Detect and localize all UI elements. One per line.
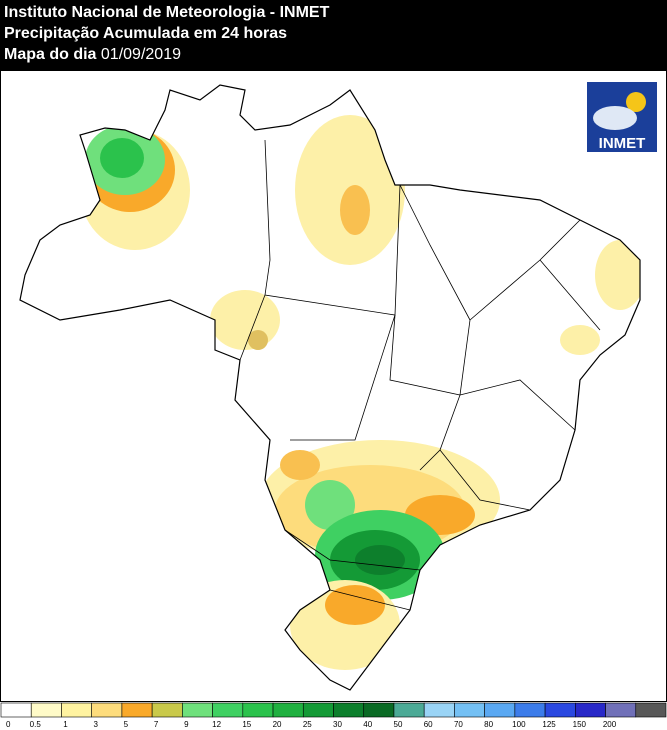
legend-swatch [61,702,92,718]
precipitation [80,115,640,670]
logo-sun [626,92,646,112]
legend-swatch [575,702,606,718]
legend-swatch [242,702,274,718]
legend-swatch [423,702,455,718]
legend-label: 40 [363,720,372,729]
legend-swatch [91,702,123,718]
legend-swatch [182,702,213,718]
legend-swatch [514,702,546,718]
logo-text: INMET [599,135,646,152]
legend-label: 30 [333,720,342,729]
legend-swatch [544,702,576,718]
legend-label: 200 [603,720,617,729]
legend-label: 150 [573,720,587,729]
legend-swatch [30,702,62,718]
legend-label: 15 [242,720,251,729]
logo-cloud [593,106,637,130]
legend-label: 20 [273,720,282,729]
title-line: Precipitação Acumulada em 24 horas [4,25,288,42]
legend-swatch [484,702,516,718]
legend-label: 60 [424,720,433,729]
legend-label: 50 [394,720,403,729]
legend-swatch [635,702,667,718]
legend-swatch [121,702,153,718]
legend-swatch [363,702,395,718]
country-outline [19,84,641,691]
legend-swatch [212,702,244,718]
legend-label: 25 [303,720,312,729]
legend-label: 0.5 [30,720,42,729]
legend-label: 3 [93,720,98,729]
title-line: Mapa do dia 01/09/2019 [4,44,667,65]
label: Mapa do dia [4,46,97,63]
legend-label: 125 [542,720,556,729]
legend-swatch [272,702,304,718]
legend-label: 100 [512,720,526,729]
state-borders [239,139,601,611]
legend-label: 1 [63,720,68,729]
date: 01/09/2019 [100,46,181,63]
legend-swatch [605,702,637,718]
legend-label: 7 [154,720,159,729]
legend-swatch [393,702,425,718]
legend-swatch [0,702,32,718]
legend-label: 12 [212,720,221,729]
legend-label: 5 [124,720,129,729]
legend-swatch [454,702,485,718]
legend-label: 80 [484,720,493,729]
legend-label: 9 [184,720,189,729]
legend-label: 70 [454,720,463,729]
legend-label: 0 [6,720,11,729]
logo: INMET [587,82,657,152]
legend-swatch [302,702,334,718]
legend-swatch [333,702,365,718]
title-line: Instituto Nacional de Meteorologia - INM… [4,4,330,21]
header: Instituto Nacional de Meteorologia - INM… [0,0,667,70]
legend: 0 0.5 1 3 5 7 9 12 15 20 25 30 40 50 60 70 80 100 125 150 20… [0,702,667,729]
legend-swatch [151,702,183,718]
